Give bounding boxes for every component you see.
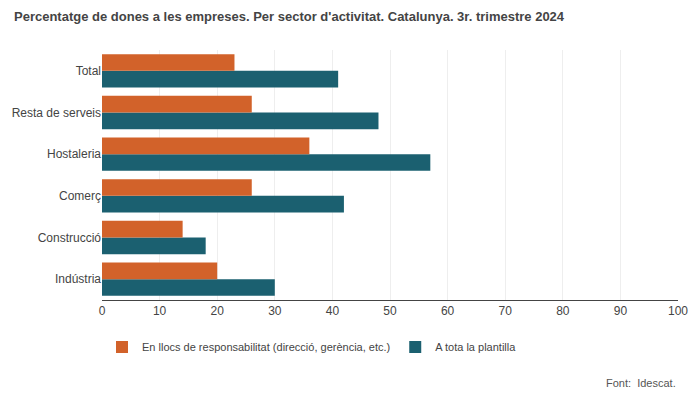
svg-text:10: 10 xyxy=(153,304,167,318)
svg-text:60: 60 xyxy=(441,304,455,318)
svg-text:Resta de serveis: Resta de serveis xyxy=(12,106,101,120)
svg-text:30: 30 xyxy=(268,304,282,318)
svg-text:20: 20 xyxy=(211,304,225,318)
svg-text:Comerç: Comerç xyxy=(59,189,101,203)
svg-text:A tota la plantilla: A tota la plantilla xyxy=(435,341,516,353)
svg-text:50: 50 xyxy=(383,304,397,318)
svg-text:80: 80 xyxy=(556,304,570,318)
svg-text:Hostaleria: Hostaleria xyxy=(47,147,101,161)
svg-text:70: 70 xyxy=(499,304,513,318)
svg-text:100: 100 xyxy=(668,304,688,318)
svg-text:Total: Total xyxy=(76,64,101,78)
svg-text:90: 90 xyxy=(614,304,628,318)
svg-text:0: 0 xyxy=(99,304,106,318)
svg-text:Construcció: Construcció xyxy=(38,231,102,245)
svg-text:40: 40 xyxy=(326,304,340,318)
svg-text:Percentatge de dones a les emp: Percentatge de dones a les empreses. Per… xyxy=(14,9,565,24)
svg-text:En llocs de responsabilitat (d: En llocs de responsabilitat (direcció, g… xyxy=(142,341,390,353)
svg-text:Font: Idescat.: Font: Idescat. xyxy=(606,377,676,389)
svg-text:Indústria: Indústria xyxy=(55,272,101,286)
